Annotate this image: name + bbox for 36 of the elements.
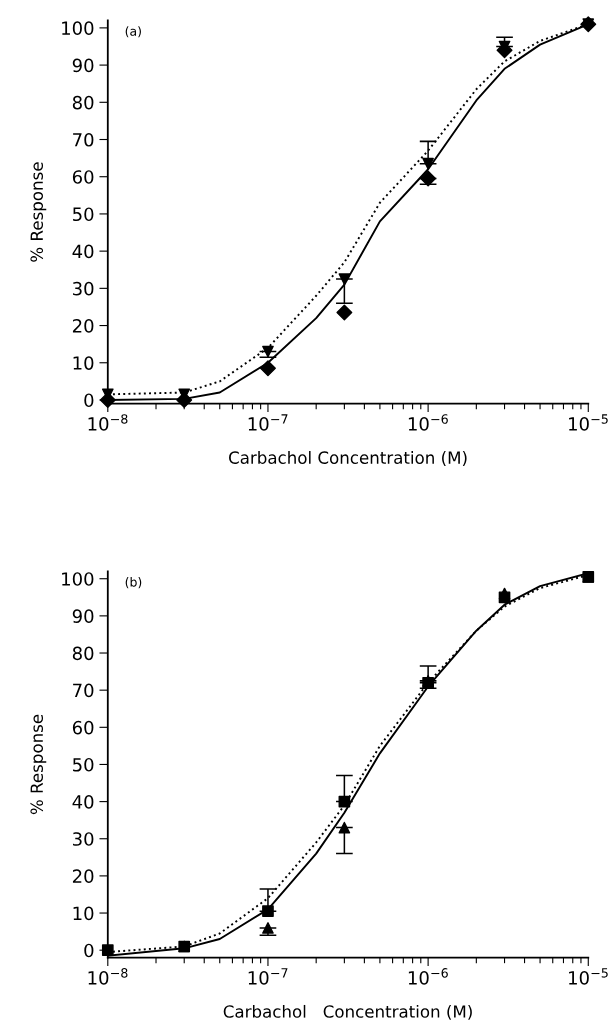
y-tick-label: 70 [73, 683, 94, 698]
x-tick-label: 10$^{−7}$ [248, 414, 288, 431]
y-tick-label: 10 [73, 906, 94, 921]
y-axis-title: % Response [30, 162, 47, 262]
y-tick-label: 90 [72, 58, 94, 73]
y-tick-label: 100 [62, 21, 94, 35]
y-tick-label: 30 [73, 281, 94, 296]
y-tick-label: 60 [72, 170, 94, 184]
y-tick-label: 50 [73, 207, 94, 222]
x-tick-label: 10$^{−8}$ [88, 968, 128, 985]
y-tick-label: 40 [72, 244, 94, 259]
y-tick-label: 20 [72, 869, 94, 884]
y-tick-label: 100 [62, 572, 94, 586]
y-tick-label: 30 [73, 832, 94, 846]
y-tick-label: 40 [72, 795, 94, 809]
y-tick-label: 10 [73, 356, 94, 370]
x-tick-label: 10$^{−5}$ [569, 414, 608, 431]
annotation: (a) [125, 26, 141, 38]
y-axis-title: % Response [30, 714, 47, 815]
x-tick-label: 10$^{−8}$ [88, 414, 128, 431]
y-tick-label: 20 [72, 319, 94, 333]
annotation: (b) [125, 577, 142, 589]
x-tick-label: 10$^{−6}$ [408, 968, 448, 985]
y-tick-label: 0 [84, 943, 94, 958]
y-tick-label: 80 [72, 646, 94, 661]
y-tick-label: 90 [72, 609, 94, 623]
y-tick-label: 60 [72, 720, 94, 735]
y-tick-label: 0 [84, 393, 94, 408]
x-tick-label: 10$^{−6}$ [408, 414, 448, 431]
y-tick-label: 80 [72, 95, 94, 110]
y-tick-label: 50 [73, 757, 94, 772]
x-axis-title: Carbachol Concentration (M) [229, 451, 467, 466]
x-axis-title: Carbachol Concentration (M) [223, 1004, 472, 1020]
x-tick-label: 10$^{−5}$ [569, 968, 608, 985]
x-tick-label: 10$^{−7}$ [248, 968, 288, 985]
y-tick-label: 70 [73, 132, 94, 147]
